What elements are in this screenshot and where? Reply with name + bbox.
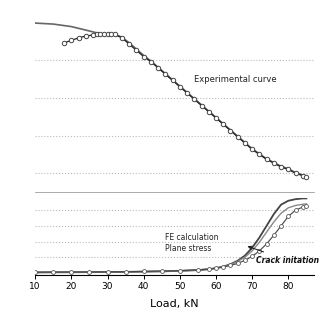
Text: FE calculation
Plane stress: FE calculation Plane stress [165,233,219,253]
Text: Crack initation: Crack initation [249,246,319,265]
Text: Load, kN: Load, kN [150,299,199,309]
Text: Experimental curve: Experimental curve [194,75,277,84]
